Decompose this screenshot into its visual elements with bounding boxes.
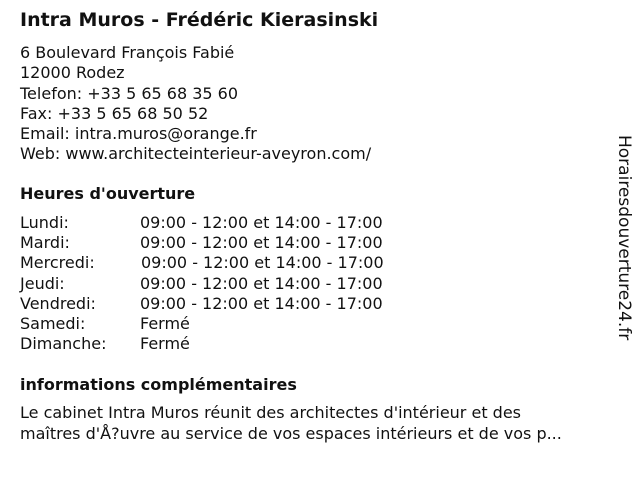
hours-day: Lundi: xyxy=(20,213,69,232)
email: Email: intra.muros@orange.fr xyxy=(20,124,257,143)
phone: Telefon: +33 5 65 68 35 60 xyxy=(20,84,239,103)
hours-time: 09:00 - 12:00 et 14:00 - 17:00 xyxy=(140,293,383,313)
hours-day: Mardi: xyxy=(20,233,70,253)
hours-day: Samedi: xyxy=(20,314,86,333)
hours-time: 09:00 - 12:00 et 14:00 - 17:00 xyxy=(140,233,383,253)
info-text-line2: maîtres d'Å?uvre au service de vos espac… xyxy=(20,424,562,443)
website: Web: www.architecteinterieur-aveyron.com… xyxy=(20,144,372,163)
hours-day: Vendredi: xyxy=(20,293,96,313)
info-text-line1: Le cabinet Intra Muros réunit des archit… xyxy=(20,403,522,422)
city: 12000 Rodez xyxy=(20,63,125,82)
hours-time: Fermé xyxy=(140,334,190,354)
hours-day: Jeudi: xyxy=(20,273,65,293)
hours-time: Fermé xyxy=(140,314,190,333)
watermark: Horairesdouverture24.fr xyxy=(614,135,634,341)
address: 6 Boulevard François Fabié xyxy=(20,43,235,62)
hours-day: Dimanche: xyxy=(20,334,107,354)
hours-time: 09:00 - 12:00 et 14:00 - 17:00 xyxy=(140,213,383,232)
page-title: Intra Muros - Frédéric Kierasinski xyxy=(20,9,379,31)
hours-time: 09:00 - 12:00 et 14:00 - 17:00 xyxy=(141,253,384,273)
hours-time: 09:00 - 12:00 et 14:00 - 17:00 xyxy=(140,273,383,293)
info-heading: informations complémentaires xyxy=(20,375,297,394)
hours-heading: Heures d'ouverture xyxy=(20,184,196,203)
fax: Fax: +33 5 65 68 50 52 xyxy=(20,104,209,123)
hours-day: Mercredi: xyxy=(20,253,95,273)
